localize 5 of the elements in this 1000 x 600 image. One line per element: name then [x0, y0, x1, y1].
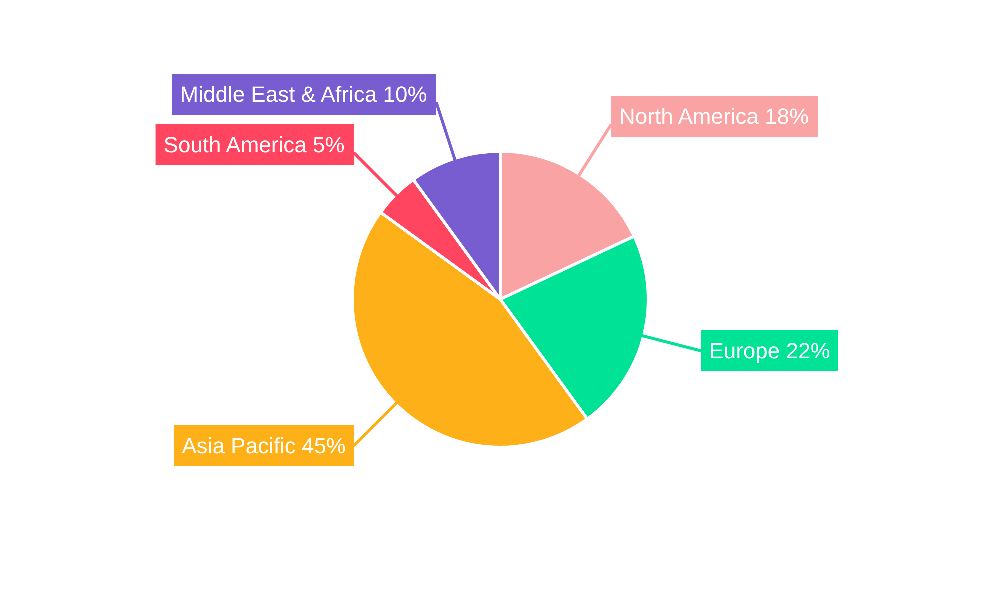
slice-label: Middle East & Africa 10%	[180, 82, 428, 107]
slice-label: South America 5%	[164, 132, 345, 158]
slice-label: Europe 22%	[709, 338, 830, 364]
slice-label: Asia Pacific 45%	[182, 434, 346, 459]
slice-label: North America 18%	[620, 104, 810, 130]
